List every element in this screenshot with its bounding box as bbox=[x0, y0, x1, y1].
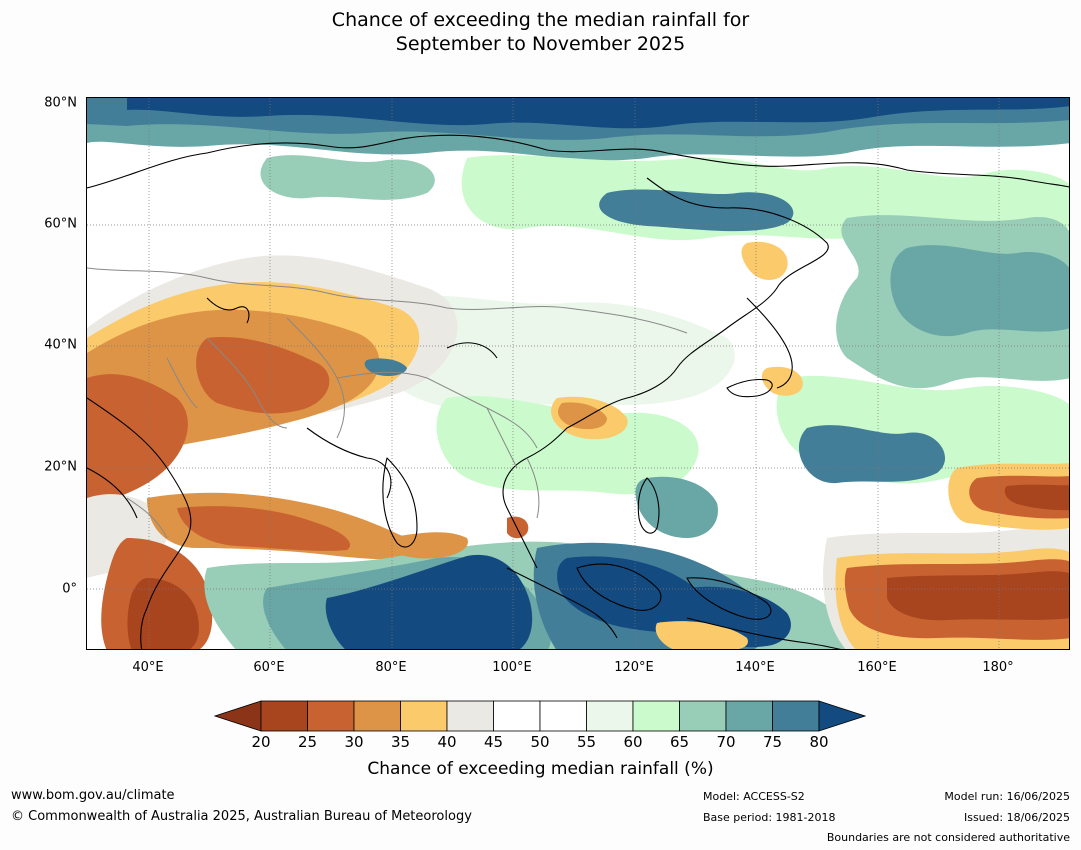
colorbar-tick-label: 40 bbox=[437, 733, 457, 751]
colorbar-tick-label: 55 bbox=[576, 733, 597, 751]
lat-label-80n: 80°N bbox=[44, 95, 77, 111]
colorbar-tick-label: 60 bbox=[623, 733, 643, 751]
copyright-notice: © Commonwealth of Australia 2025, Austra… bbox=[11, 809, 472, 824]
colorbar-tick-label: 65 bbox=[669, 733, 690, 751]
rainfall-probability-map bbox=[87, 98, 1069, 649]
lon-label-140e: 140°E bbox=[735, 660, 775, 675]
colorbar-over-arrow bbox=[818, 700, 866, 732]
pacific-north-dry-core bbox=[1004, 484, 1069, 511]
colorbar-segment bbox=[772, 700, 820, 732]
model-name: Model: ACCESS-S2 bbox=[703, 790, 805, 803]
japan-orange bbox=[761, 366, 803, 396]
colorbar-tick-label: 70 bbox=[716, 733, 736, 751]
title-line-1: Chance of exceeding the median rainfall … bbox=[331, 9, 750, 31]
colorbar-segment bbox=[446, 700, 494, 732]
siberia-blue-1 bbox=[599, 189, 794, 232]
indochina-orange bbox=[507, 516, 529, 539]
title-line-2: September to November 2025 bbox=[395, 33, 686, 55]
base-period: Base period: 1981-2018 bbox=[703, 811, 836, 824]
bay-bengal-orange bbox=[387, 532, 468, 559]
lon-label-160e: 160°E bbox=[857, 660, 897, 675]
colorbar-segment bbox=[493, 700, 541, 732]
pacific-dry-core bbox=[887, 571, 1069, 621]
colorbar-segment bbox=[586, 700, 634, 732]
colorbar-tick-label: 35 bbox=[390, 733, 411, 751]
arctic-band-3 bbox=[127, 98, 1069, 129]
pacific-blue-1 bbox=[890, 245, 1069, 337]
coastlines bbox=[87, 134, 1069, 649]
colorbar-label: Chance of exceeding median rainfall (%) bbox=[367, 759, 714, 779]
china-green-1 bbox=[372, 295, 735, 410]
kamchatka-orange bbox=[741, 241, 788, 280]
boundaries-disclaimer: Boundaries are not considered authoritat… bbox=[826, 831, 1070, 844]
china-green-2 bbox=[436, 395, 699, 495]
lon-label-180: 180° bbox=[982, 660, 1014, 675]
issued-date: Issued: 18/06/2025 bbox=[963, 811, 1070, 824]
australia-north-orange bbox=[655, 621, 748, 649]
lon-label-120e: 120°E bbox=[614, 660, 654, 675]
lat-label-40n: 40°N bbox=[44, 337, 77, 353]
colorbar-segment bbox=[725, 700, 773, 732]
colorbar-tick-label: 30 bbox=[344, 733, 364, 751]
lat-label-0: 0° bbox=[62, 581, 77, 597]
website-link[interactable]: www.bom.gov.au/climate bbox=[11, 788, 175, 803]
pacific-teal-2 bbox=[798, 425, 946, 484]
model-run-date: Model run: 16/06/2025 bbox=[944, 790, 1070, 803]
chart-title: Chance of exceeding the median rainfall … bbox=[0, 8, 1081, 56]
map-panel bbox=[86, 97, 1070, 650]
colorbar-tick-label: 25 bbox=[297, 733, 318, 751]
colorbar-segment bbox=[260, 700, 308, 732]
lat-label-60n: 60°N bbox=[44, 216, 77, 232]
china-orange-2 bbox=[557, 402, 607, 430]
iran-brown bbox=[196, 337, 330, 414]
colorbar-tick-label: 20 bbox=[251, 733, 271, 751]
colorbar-segment bbox=[400, 700, 448, 732]
colorbar-tick-label: 50 bbox=[530, 733, 550, 751]
lat-label-20n: 20°N bbox=[44, 459, 77, 475]
graticule bbox=[87, 98, 1069, 649]
colorbar bbox=[214, 700, 866, 732]
colorbar-under-arrow bbox=[214, 700, 262, 732]
colorbar-segment bbox=[632, 700, 680, 732]
colorbar-tick-label: 80 bbox=[809, 733, 829, 751]
east-africa-core bbox=[127, 578, 199, 649]
colorbar-segment bbox=[539, 700, 587, 732]
country-borders bbox=[87, 267, 688, 539]
lon-label-100e: 100°E bbox=[492, 660, 532, 675]
lon-label-40e: 40°E bbox=[132, 660, 164, 675]
lon-label-80e: 80°E bbox=[375, 660, 407, 675]
arabia-orange bbox=[87, 374, 188, 508]
colorbar-segment bbox=[679, 700, 727, 732]
siberia-teal-1 bbox=[260, 155, 435, 200]
colorbar-tick-label: 75 bbox=[762, 733, 783, 751]
lon-label-60e: 60°E bbox=[253, 660, 285, 675]
colorbar-segment bbox=[353, 700, 401, 732]
indian-ocean-blue bbox=[325, 554, 533, 649]
colorbar-tick-label: 45 bbox=[483, 733, 504, 751]
himalaya-blue bbox=[364, 358, 407, 376]
colorbar-segment bbox=[307, 700, 355, 732]
arabian-sea-core bbox=[177, 506, 351, 551]
